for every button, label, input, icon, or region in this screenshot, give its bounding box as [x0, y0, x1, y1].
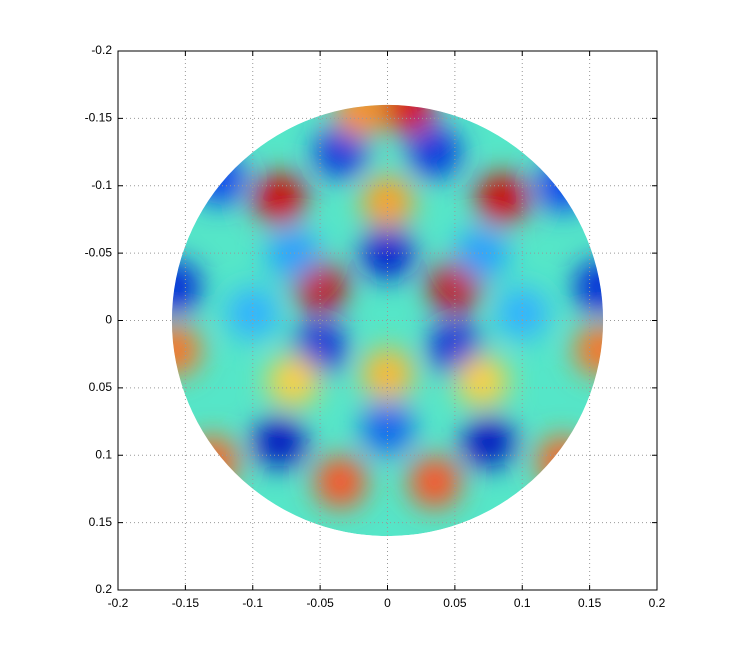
y-tick-label: 0.1 [95, 447, 112, 461]
spot [361, 175, 414, 228]
x-tick-label: -0.1 [242, 596, 263, 610]
spot [171, 260, 201, 313]
spot [381, 104, 434, 134]
spot [476, 173, 529, 226]
x-tick-label: 0.15 [578, 596, 602, 610]
spot [253, 415, 306, 468]
spot [334, 104, 387, 138]
x-tick-label: -0.15 [172, 596, 200, 610]
x-tick-label: -0.2 [108, 596, 129, 610]
y-tick-label: -0.1 [91, 178, 112, 192]
spot [361, 402, 414, 455]
y-tick-label: -0.2 [91, 43, 112, 57]
y-tick-label: 0.2 [95, 582, 112, 596]
spot [171, 324, 201, 377]
x-tick-label: 0.1 [514, 596, 531, 610]
spot [267, 355, 320, 408]
spot [408, 456, 461, 509]
x-tick-label: 0 [384, 596, 391, 610]
spot [496, 287, 549, 340]
spot [462, 415, 515, 468]
spot [455, 227, 508, 280]
spot [361, 227, 414, 280]
x-tick-label: 0.2 [649, 596, 666, 610]
y-tick-label: 0 [105, 313, 112, 327]
y-tick-label: -0.05 [85, 245, 113, 259]
spot [574, 324, 604, 377]
y-tick-label: 0.15 [89, 515, 113, 529]
spot [226, 287, 279, 340]
spot [361, 348, 414, 401]
spot [267, 227, 320, 280]
spot [455, 355, 508, 408]
spot [314, 456, 367, 509]
spot [193, 153, 246, 206]
spot [574, 260, 604, 313]
spot [408, 126, 461, 179]
x-tick-label: 0.05 [443, 596, 467, 610]
spot [186, 435, 239, 488]
spot [314, 126, 367, 179]
spot [253, 173, 306, 226]
y-tick-label: -0.15 [85, 111, 113, 125]
y-tick-label: 0.05 [89, 380, 113, 394]
x-tick-label: -0.05 [306, 596, 334, 610]
spot [536, 435, 589, 488]
